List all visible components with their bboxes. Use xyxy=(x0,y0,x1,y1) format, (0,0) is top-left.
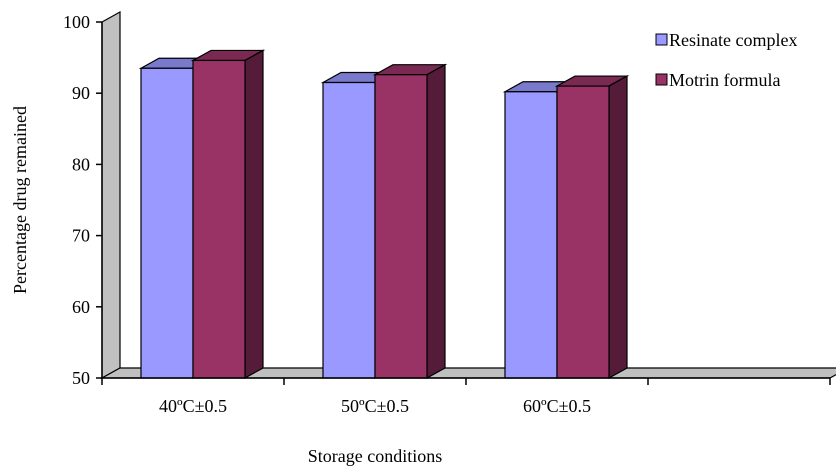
bar-side-face xyxy=(244,49,264,380)
y-axis-title: Percentage drug remained xyxy=(10,106,30,294)
bar-motrin-formula xyxy=(554,75,630,380)
legend-label: Resinate complex xyxy=(669,30,797,50)
bar-front-face xyxy=(140,67,194,379)
bar-front-face xyxy=(322,81,376,379)
bar-front-face xyxy=(374,74,428,379)
x-tick-label: 40ºC±0.5 xyxy=(159,396,227,416)
chart-legend: Resinate complex Motrin formula xyxy=(655,30,797,90)
chart-back-wall xyxy=(101,10,121,380)
y-tick-label: 90 xyxy=(72,83,90,103)
y-tick-label: 60 xyxy=(72,297,90,317)
y-tick-label: 70 xyxy=(72,226,90,246)
y-tick-label: 50 xyxy=(72,368,90,388)
x-axis-ticks: 40ºC±0.5 50ºC±0.5 60ºC±0.5 xyxy=(101,378,831,416)
bar-side-face xyxy=(608,75,628,380)
x-tick-label: 60ºC±0.5 xyxy=(523,396,591,416)
bar-motrin-formula xyxy=(372,63,448,380)
bar-front-face xyxy=(556,85,610,379)
legend-label: Motrin formula xyxy=(669,70,780,90)
x-axis-title: Storage conditions xyxy=(308,446,442,466)
bar-front-face xyxy=(192,59,246,379)
bar-series-group xyxy=(138,49,630,380)
bar-motrin-formula xyxy=(190,49,266,380)
y-axis-ticks: 50 60 70 80 90 100 xyxy=(63,12,102,388)
y-tick-label: 100 xyxy=(63,12,90,32)
y-tick-label: 80 xyxy=(72,154,90,174)
bar-front-face xyxy=(504,91,558,379)
bar-side-face xyxy=(426,63,446,380)
legend-swatch xyxy=(655,73,668,86)
legend-swatch xyxy=(655,33,668,46)
x-tick-label: 50ºC±0.5 xyxy=(341,396,409,416)
